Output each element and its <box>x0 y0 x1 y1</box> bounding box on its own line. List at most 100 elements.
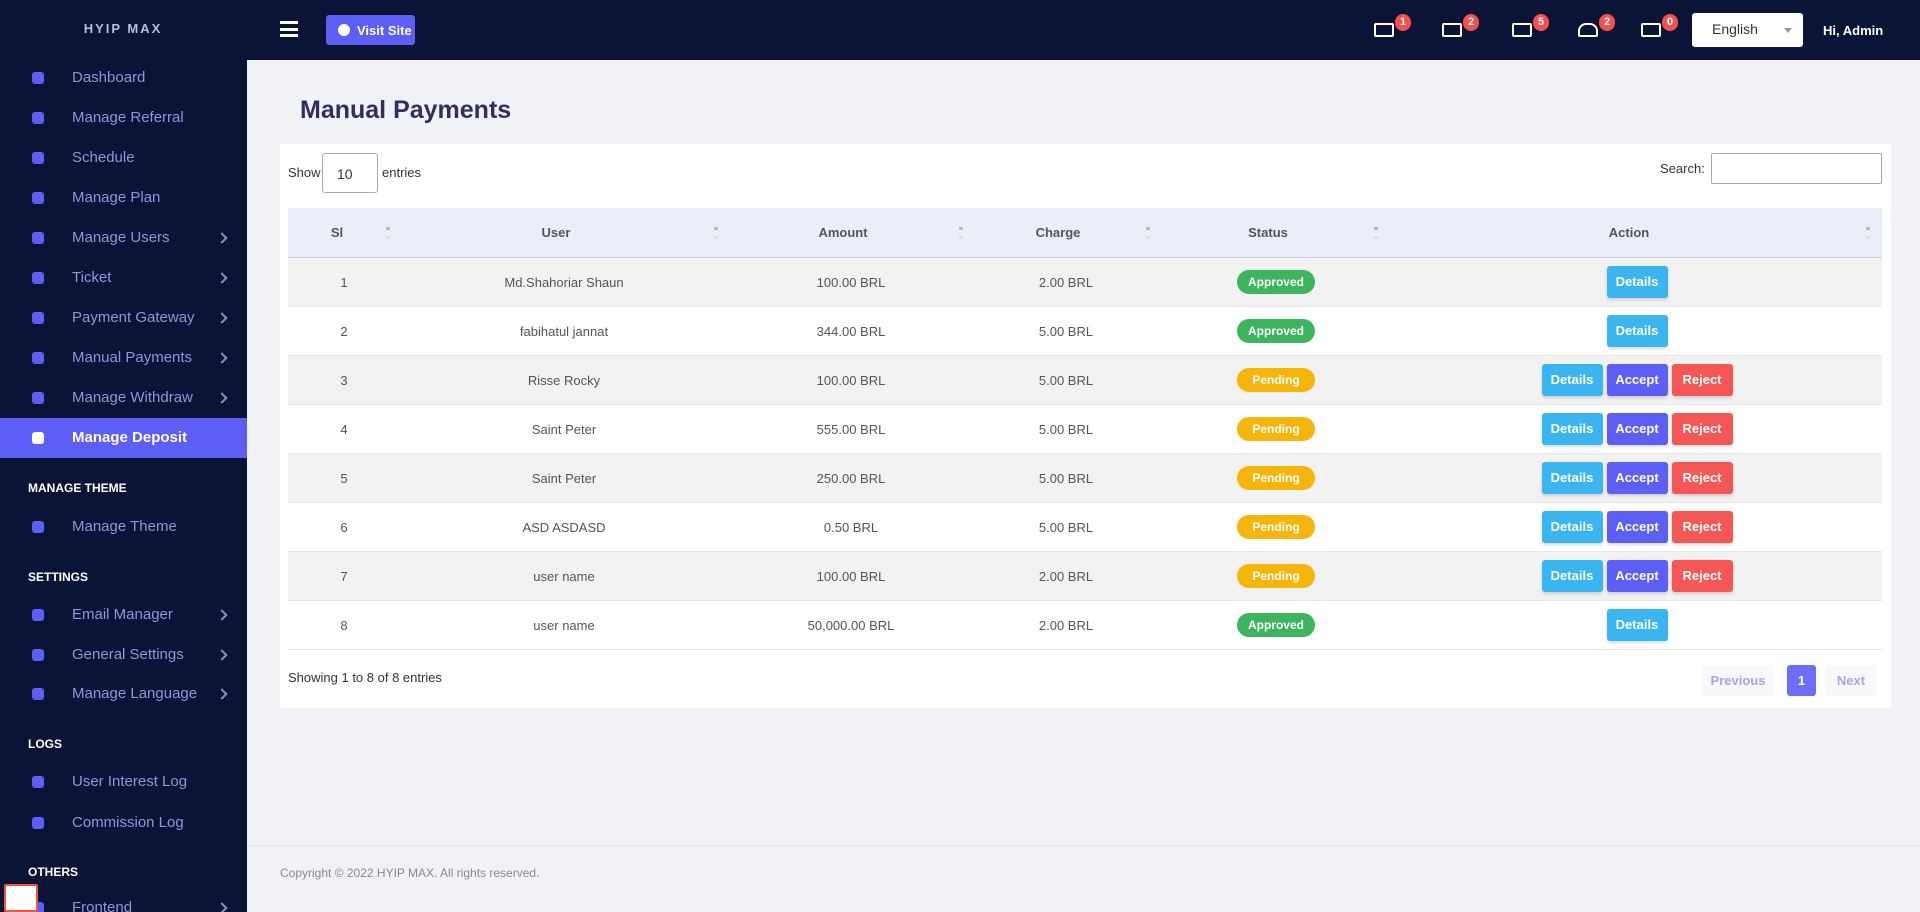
menu-item[interactable]: Email Manager <box>72 606 173 623</box>
action-button[interactable]: Details <box>1606 266 1668 298</box>
table-cell: 100.00 BRL <box>816 373 886 388</box>
action-button[interactable]: Details <box>1541 413 1603 445</box>
menu-icon <box>32 192 44 204</box>
column-header[interactable]: Charge <box>1035 225 1081 240</box>
menu-item[interactable]: Payment Gateway <box>72 309 195 326</box>
menu-toggle[interactable] <box>280 21 298 37</box>
language-select[interactable]: English <box>1692 13 1803 47</box>
menu-icon <box>32 432 44 444</box>
header-icon[interactable] <box>1442 23 1462 37</box>
action-button[interactable]: Reject <box>1671 560 1733 592</box>
status-badge: Pending <box>1237 466 1315 490</box>
action-button[interactable]: Accept <box>1606 560 1668 592</box>
header-icon[interactable] <box>1374 23 1394 37</box>
section-heading: MANAGE THEME <box>28 481 127 495</box>
status-badge: Approved <box>1237 319 1315 343</box>
table-cell: user name <box>533 618 595 633</box>
action-button[interactable]: Accept <box>1606 413 1668 445</box>
menu-item[interactable]: Manage Users <box>72 229 170 246</box>
submenu-arrow <box>216 649 228 661</box>
column-header[interactable]: Amount <box>818 225 868 240</box>
status-badge: Approved <box>1237 613 1315 637</box>
action-button[interactable]: Details <box>1541 560 1603 592</box>
sidebar: HYIP MAX Dashboard Manage Referral Schedule… <box>0 0 247 912</box>
sort-icon <box>1146 227 1150 239</box>
submenu-arrow <box>216 609 228 621</box>
entries-value: 10 <box>337 166 353 182</box>
table-cell: 1 <box>340 275 348 290</box>
menu-icon <box>32 152 44 164</box>
action-button[interactable]: Reject <box>1671 413 1733 445</box>
action-button[interactable]: Reject <box>1671 364 1733 396</box>
menu-item[interactable]: Frontend <box>72 899 133 912</box>
menu-icon <box>32 232 44 244</box>
table-cell: 7 <box>340 569 348 584</box>
menu-item[interactable]: Manage Theme <box>72 518 177 535</box>
action-button[interactable]: Reject <box>1671 511 1733 543</box>
action-button[interactable]: Accept <box>1606 511 1668 543</box>
pagination-previous[interactable]: Previous <box>1702 665 1774 696</box>
header-icon[interactable] <box>1641 23 1661 37</box>
menu-icon <box>32 817 44 829</box>
menu-item[interactable]: Manage Referral <box>72 109 184 126</box>
action-button[interactable]: Details <box>1541 462 1603 494</box>
table-cell: Risse Rocky <box>527 373 601 388</box>
header-icon[interactable] <box>1578 23 1598 37</box>
menu-icon <box>32 352 44 364</box>
table-header <box>288 208 1882 258</box>
menu-item[interactable]: Manage Withdraw <box>72 389 193 406</box>
menu-item[interactable]: Manage Plan <box>72 189 161 206</box>
table-row: 8 user name 50,000.00 BRL 2.00 BRL Approved D… <box>288 601 1882 650</box>
column-header[interactable]: Status <box>1248 225 1288 240</box>
menu-icon <box>32 112 44 124</box>
table-cell: 250.00 BRL <box>816 471 886 486</box>
table-cell: 6 <box>340 520 348 535</box>
action-button[interactable]: Reject <box>1671 462 1733 494</box>
visit-site-button[interactable]: Visit Site <box>326 15 415 45</box>
column-header[interactable]: Sl <box>330 225 344 240</box>
table-row: 3 Risse Rocky 100.00 BRL 5.00 BRL Pending Det… <box>288 356 1882 405</box>
action-button[interactable]: Accept <box>1606 364 1668 396</box>
action-button[interactable]: Accept <box>1606 462 1668 494</box>
table-cell: 8 <box>340 618 348 633</box>
menu-item[interactable]: Schedule <box>72 149 135 166</box>
table-cell: 5.00 BRL <box>1038 422 1094 437</box>
section-heading: LOGS <box>28 737 63 751</box>
table-info: Showing 1 to 8 of 8 entries <box>288 670 442 685</box>
menu-item[interactable]: Dashboard <box>72 69 146 86</box>
action-button[interactable]: Details <box>1606 315 1668 347</box>
entries-select[interactable]: 10 <box>322 153 378 193</box>
table-cell: 3 <box>340 373 348 388</box>
content: Manual Payments Show 10 entries Search: Sl Use… <box>247 60 1920 912</box>
table-row: 6 ASD ASDASD 0.50 BRL 5.00 BRL Pending Detail… <box>288 503 1882 552</box>
submenu-arrow <box>216 902 228 912</box>
menu-item[interactable]: Commission Log <box>72 814 184 831</box>
action-button[interactable]: Details <box>1541 364 1603 396</box>
table-cell: 100.00 BRL <box>816 275 886 290</box>
menu-item[interactable]: Manage Language <box>72 685 198 702</box>
table-cell: Md.Shahoriar Shaun <box>504 275 624 290</box>
menu-icon <box>32 272 44 284</box>
search-label: Search: <box>1660 161 1705 176</box>
column-header[interactable]: User <box>541 225 571 240</box>
menu-item[interactable]: Ticket <box>72 269 112 286</box>
menu-item[interactable]: General Settings <box>72 646 184 663</box>
table-cell: 0.50 BRL <box>823 520 879 535</box>
menu-item[interactable]: User Interest Log <box>72 773 188 790</box>
menu-item[interactable]: Manage Deposit <box>72 429 188 446</box>
sort-icon <box>386 227 390 239</box>
user-menu[interactable]: Hi, Admin <box>1823 23 1884 38</box>
action-button[interactable]: Details <box>1541 511 1603 543</box>
table-cell: 2 <box>340 324 348 339</box>
pagination-next[interactable]: Next <box>1825 665 1877 696</box>
status-badge: Approved <box>1237 270 1315 294</box>
table-cell: 344.00 BRL <box>816 324 886 339</box>
pagination-page[interactable]: 1 <box>1787 665 1816 696</box>
table-cell: user name <box>533 569 595 584</box>
column-header[interactable]: Action <box>1608 225 1650 240</box>
action-button[interactable]: Details <box>1606 609 1668 641</box>
search-input[interactable] <box>1711 153 1882 184</box>
header-icon[interactable] <box>1512 23 1532 37</box>
menu-icon <box>32 72 44 84</box>
menu-item[interactable]: Manual Payments <box>72 349 193 366</box>
